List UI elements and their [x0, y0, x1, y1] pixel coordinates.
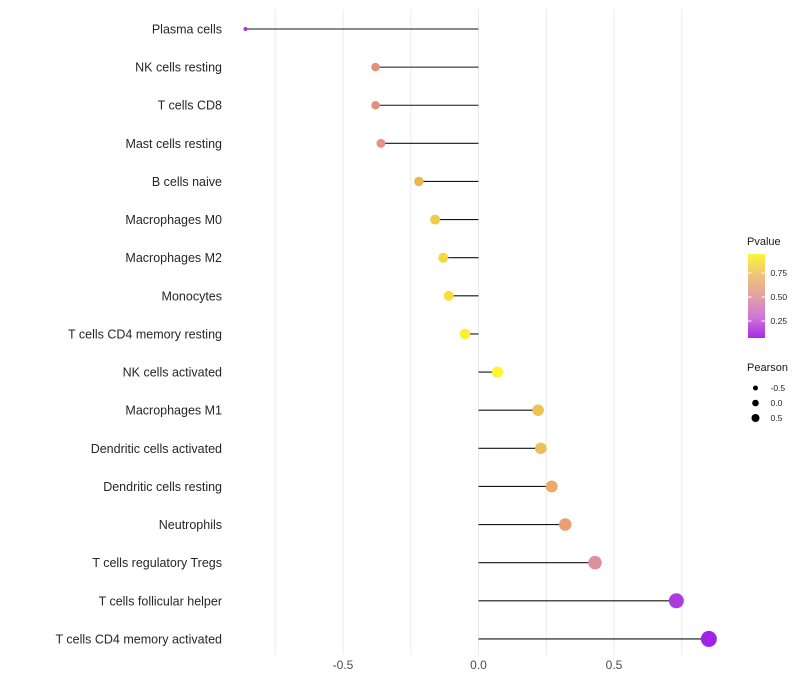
lollipop-point [371, 62, 380, 72]
row-label: NK cells resting [135, 61, 222, 75]
lollipop-point [443, 290, 454, 301]
row-label: Dendritic cells resting [103, 480, 222, 494]
lollipop-point [535, 442, 547, 455]
row-label: T cells CD4 memory activated [56, 632, 223, 646]
lollipop-point [588, 555, 602, 570]
pearson-legend-dot [752, 399, 759, 407]
lollipop-point [430, 214, 441, 225]
lollipop-point [700, 630, 717, 647]
colorbar-tick-label: 0.75 [771, 268, 788, 278]
row-label: T cells regulatory Tregs [92, 556, 222, 570]
x-tick-label: -0.5 [333, 658, 354, 672]
lollipop-point [545, 480, 558, 493]
row-label: Monocytes [162, 289, 222, 303]
lollipop-point [438, 252, 449, 263]
lollipop-point [668, 593, 684, 609]
lollipop-point [371, 100, 380, 110]
row-label: B cells naive [152, 175, 222, 189]
pearson-legend-dot [751, 414, 760, 422]
pearson-legend-label: 0.0 [771, 398, 783, 408]
lollipop-point [532, 404, 544, 416]
row-label: NK cells activated [123, 366, 222, 380]
pearson-legend-dot [753, 385, 758, 391]
row-label: T cells follicular helper [99, 594, 222, 608]
row-label: Plasma cells [152, 23, 222, 37]
colorbar-tick-label: 0.25 [771, 316, 788, 326]
lollipop-point [558, 518, 572, 531]
row-label: Macrophages M2 [125, 251, 222, 265]
row-label: Dendritic cells activated [91, 442, 222, 456]
pearson-legend-label: 0.5 [771, 413, 783, 423]
pearson-legend-title: Pearson [747, 362, 788, 374]
pvalue-legend-title: Pvalue [747, 236, 781, 248]
lollipop-point [459, 328, 471, 340]
row-label: Macrophages M1 [125, 404, 222, 418]
lollipop-point [414, 176, 424, 187]
lollipop-point [491, 366, 503, 378]
row-label: Neutrophils [159, 518, 222, 532]
row-label: T cells CD4 memory resting [68, 327, 222, 341]
x-tick-label: 0.5 [606, 658, 623, 672]
x-tick-label: 0.0 [470, 658, 487, 672]
lollipop-point [243, 27, 248, 31]
row-label: T cells CD8 [158, 99, 222, 113]
row-label: Mast cells resting [125, 137, 222, 151]
colorbar-tick-label: 0.50 [771, 292, 788, 302]
row-label: Macrophages M0 [125, 213, 222, 227]
lollipop-point [376, 138, 386, 148]
pearson-legend-label: -0.5 [771, 383, 786, 393]
pvalue-colorbar [748, 254, 765, 338]
